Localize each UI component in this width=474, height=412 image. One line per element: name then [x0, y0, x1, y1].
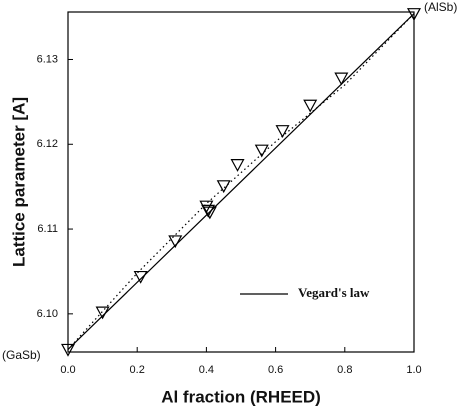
data-point: [230, 159, 245, 172]
x-tick-label: 0.2: [130, 364, 145, 376]
data-point: [254, 144, 269, 158]
x-tick-label: 0.0: [60, 364, 75, 376]
data-point: [95, 306, 110, 320]
line: [67, 13, 415, 350]
y-tick-label: 6.11: [37, 223, 58, 235]
y-axis-title: Lattice parameter [A]: [9, 97, 28, 267]
y-tick-label: 6.12: [37, 138, 58, 150]
annotation: (GaSb): [2, 348, 41, 362]
x-axis-title: Al fraction (RHEED): [161, 387, 321, 406]
data-point: [201, 204, 216, 218]
line: [67, 13, 415, 350]
legend-label: Vegard's law: [298, 285, 370, 300]
data-point: [216, 180, 231, 194]
annotation: (AlSb): [424, 0, 457, 14]
plot-frame: [67, 11, 415, 353]
x-tick-label: 0.6: [268, 364, 283, 376]
data-point: [303, 99, 318, 113]
y-tick-label: 6.13: [37, 53, 58, 65]
x-tick-label: 1.0: [406, 364, 421, 376]
data-point: [406, 8, 422, 21]
data-point: [168, 235, 183, 249]
y-tick-label: 6.10: [37, 308, 58, 320]
data-point: [60, 343, 76, 357]
data-point: [334, 72, 349, 86]
data-point: [133, 270, 148, 284]
x-tick-label: 0.8: [337, 364, 352, 376]
data-point: [275, 125, 290, 138]
x-tick-label: 0.4: [199, 364, 214, 376]
data-point: [202, 206, 217, 220]
